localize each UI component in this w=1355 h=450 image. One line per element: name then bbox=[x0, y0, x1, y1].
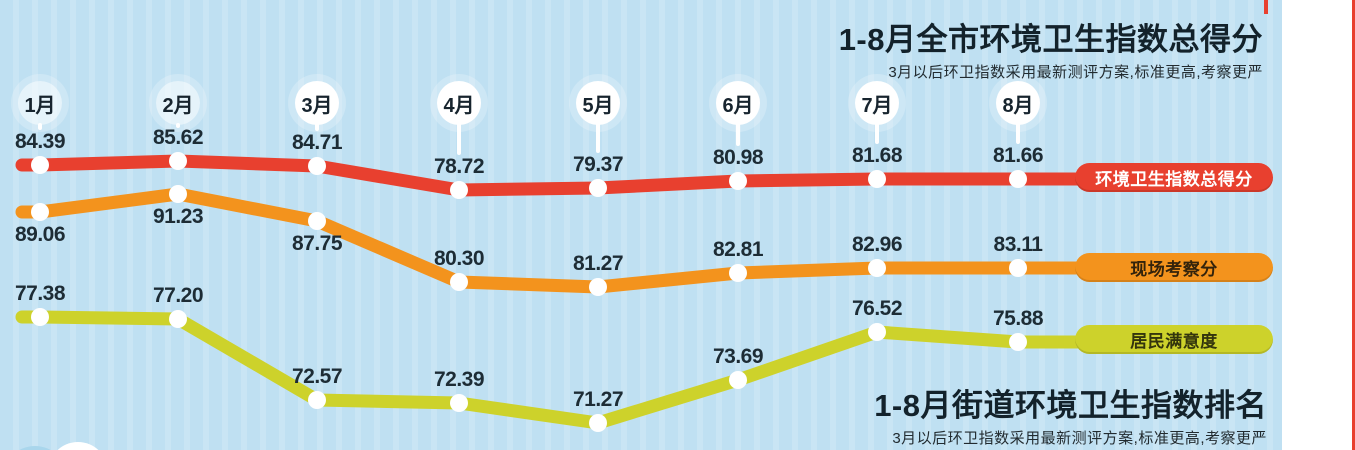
value-label: 77.38 bbox=[14, 282, 66, 305]
page-subtitle: 3月以后环卫指数采用最新测评方案,标准更高,考察更严 bbox=[888, 64, 1263, 81]
data-point bbox=[729, 371, 747, 389]
value-label: 76.52 bbox=[851, 297, 903, 320]
month-stem bbox=[315, 123, 319, 131]
value-label: 81.66 bbox=[992, 144, 1044, 167]
month-stem bbox=[176, 123, 180, 128]
data-point bbox=[868, 170, 886, 188]
value-label: 91.23 bbox=[152, 205, 204, 228]
value-label: 72.57 bbox=[291, 365, 343, 388]
value-label: 73.69 bbox=[712, 345, 764, 368]
line-chart bbox=[15, 152, 1097, 432]
value-label: 85.62 bbox=[152, 126, 204, 149]
value-label: 84.39 bbox=[14, 130, 66, 153]
value-label: 80.98 bbox=[712, 146, 764, 169]
data-point bbox=[308, 212, 326, 230]
legend-pill-2: 现场考察分 bbox=[1075, 252, 1273, 282]
series-line-2 bbox=[15, 187, 1097, 294]
value-label: 72.39 bbox=[433, 368, 485, 391]
value-label: 83.11 bbox=[993, 233, 1043, 256]
data-point bbox=[169, 310, 187, 328]
value-label: 71.27 bbox=[572, 388, 624, 411]
month-stem bbox=[38, 123, 42, 130]
month-stem bbox=[736, 123, 740, 146]
right-gutter bbox=[1282, 0, 1355, 450]
data-point bbox=[308, 391, 326, 409]
month-label-4: 4月 bbox=[437, 81, 481, 125]
data-point bbox=[729, 264, 747, 282]
data-point bbox=[589, 179, 607, 197]
month-label-8: 8月 bbox=[996, 81, 1040, 125]
right-edge-accent-line bbox=[1352, 0, 1355, 450]
month-stem bbox=[1016, 123, 1020, 144]
month-stem bbox=[596, 123, 600, 153]
data-point bbox=[308, 157, 326, 175]
chart-background bbox=[0, 0, 1282, 450]
month-label-6: 6月 bbox=[716, 81, 760, 125]
value-label: 84.71 bbox=[291, 131, 343, 154]
top-right-accent-tick bbox=[1264, 0, 1268, 14]
value-label: 82.81 bbox=[712, 238, 764, 261]
data-point bbox=[589, 278, 607, 296]
month-stem bbox=[457, 123, 461, 155]
data-point bbox=[589, 414, 607, 432]
data-point bbox=[1009, 259, 1027, 277]
footer-subtitle: 3月以后环卫指数采用最新测评方案,标准更高,考察更严 bbox=[892, 430, 1267, 447]
data-point bbox=[450, 394, 468, 412]
month-label-3: 3月 bbox=[295, 81, 339, 125]
data-point bbox=[729, 172, 747, 190]
value-label: 89.06 bbox=[14, 223, 66, 246]
value-label: 75.88 bbox=[992, 307, 1044, 330]
series-line-3 bbox=[15, 310, 1097, 430]
month-label-5: 5月 bbox=[576, 81, 620, 125]
month-label-1: 1月 bbox=[18, 81, 62, 125]
series-line-1 bbox=[15, 154, 1097, 197]
value-label: 77.20 bbox=[152, 284, 204, 307]
header-block: 1-8月全市环境卫生指数总得分 3月以后环卫指数采用最新测评方案,标准更高,考察… bbox=[743, 22, 1263, 82]
data-point bbox=[31, 156, 49, 174]
bottom-left-white-circle bbox=[48, 442, 108, 450]
value-label: 81.68 bbox=[851, 144, 903, 167]
bottom-left-blue-circle bbox=[3, 446, 67, 450]
value-label: 82.96 bbox=[851, 233, 903, 256]
value-label: 80.30 bbox=[433, 247, 485, 270]
month-label-2: 2月 bbox=[156, 81, 200, 125]
data-point bbox=[868, 323, 886, 341]
month-stem bbox=[875, 123, 879, 144]
legend-pill-1: 环境卫生指数总得分 bbox=[1075, 162, 1273, 192]
data-point bbox=[868, 259, 886, 277]
data-point bbox=[1009, 170, 1027, 188]
value-label: 81.27 bbox=[572, 252, 624, 275]
data-point bbox=[450, 273, 468, 291]
data-point bbox=[1009, 333, 1027, 351]
data-point bbox=[169, 185, 187, 203]
legend-pill-3: 居民满意度 bbox=[1075, 324, 1273, 354]
page-title: 1-8月全市环境卫生指数总得分 bbox=[838, 22, 1263, 57]
value-label: 79.37 bbox=[572, 153, 624, 176]
footer-title: 1-8月街道环境卫生指数排名 bbox=[874, 388, 1267, 423]
footer-block: 1-8月街道环境卫生指数排名 3月以后环卫指数采用最新测评方案,标准更高,考察更… bbox=[747, 388, 1267, 448]
data-point bbox=[169, 152, 187, 170]
value-label: 87.75 bbox=[291, 232, 343, 255]
data-point bbox=[450, 181, 468, 199]
data-point bbox=[31, 308, 49, 326]
month-label-7: 7月 bbox=[855, 81, 899, 125]
data-point bbox=[31, 203, 49, 221]
value-label: 78.72 bbox=[433, 155, 485, 178]
